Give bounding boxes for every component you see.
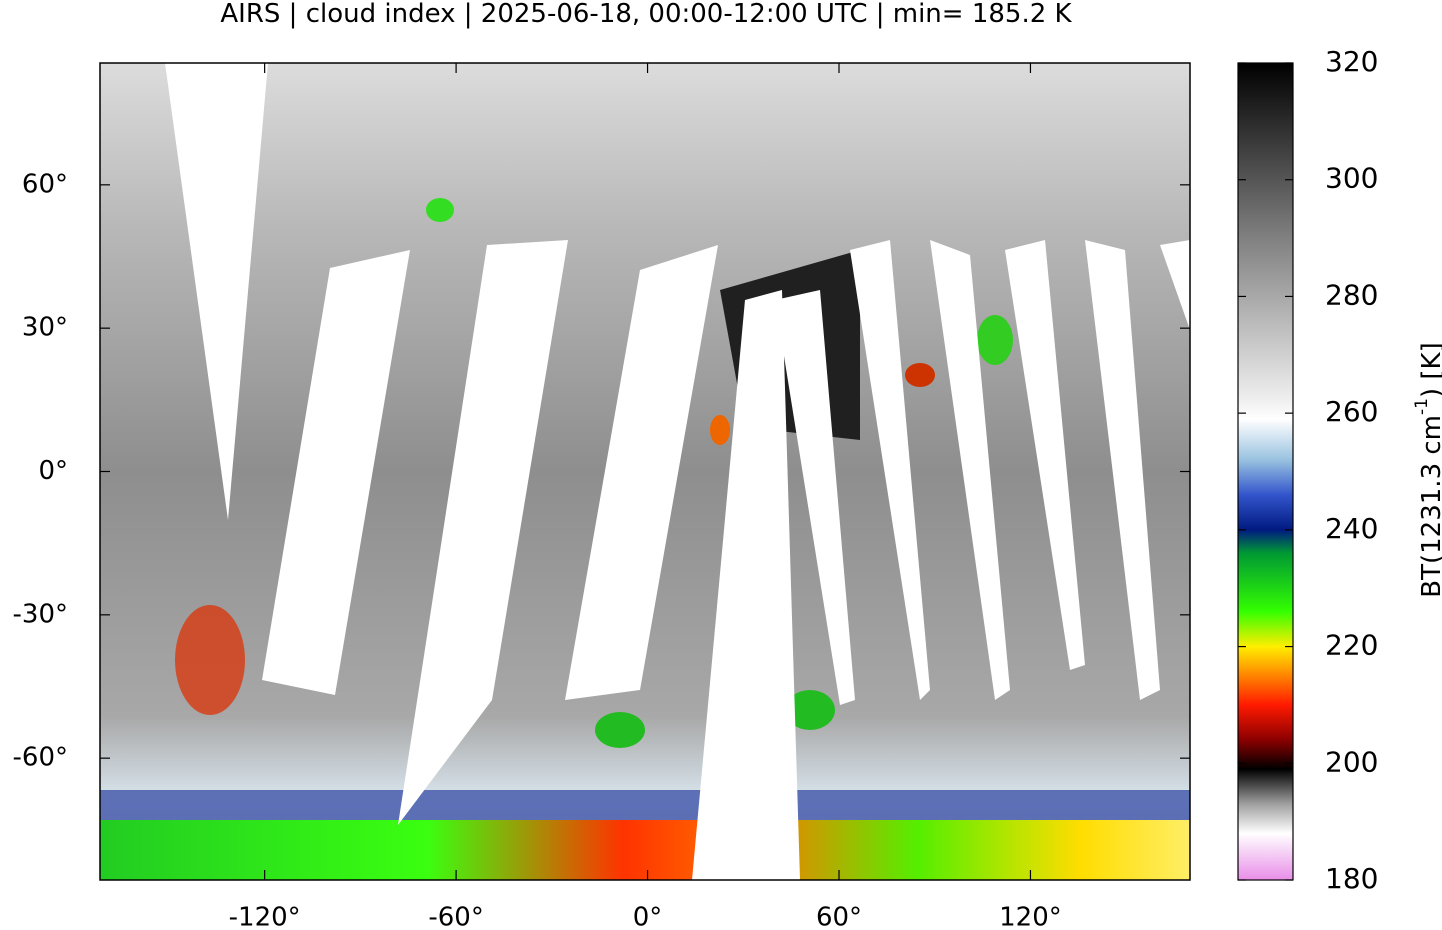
y-tick-label: -60° (13, 743, 68, 773)
colorbar-tick-label: 200 (1325, 745, 1378, 778)
colorbar-tick-label: 280 (1325, 278, 1378, 311)
x-tick-label: -60° (428, 903, 483, 930)
cloud (595, 712, 645, 748)
swath-gap (775, 290, 855, 705)
colorbar-tick-label: 300 (1325, 162, 1378, 195)
y-tick-label: 0° (38, 456, 68, 486)
x-tick-label: 60° (816, 903, 862, 930)
antarctic-clouds (100, 820, 1190, 880)
cloud (710, 415, 730, 445)
cloud (905, 363, 935, 387)
swath-gap (850, 240, 930, 700)
colorbar-label-part: BT(1231.3 cm (1417, 415, 1442, 598)
colorbar-label-part: -1 (1412, 398, 1432, 415)
chart-title: AIRS | cloud index | 2025-06-18, 00:00-1… (220, 0, 1072, 29)
swath-gap (165, 63, 268, 520)
colorbar-tick-label: 220 (1325, 629, 1378, 662)
colorbar-tick-label: 320 (1325, 45, 1378, 78)
colorbar (1237, 62, 1294, 881)
swath-gap (1160, 240, 1190, 330)
swath-gap (1005, 240, 1085, 670)
cloud (175, 605, 245, 715)
cloud (785, 690, 835, 730)
colorbar-tick-label: 260 (1325, 395, 1378, 428)
colorbar-label-part: ) [K] (1417, 342, 1442, 398)
cloud (426, 198, 454, 222)
x-tick-label: -120° (229, 903, 301, 930)
y-tick-label: -30° (13, 599, 68, 629)
cloud (977, 315, 1013, 365)
data-gaps (165, 63, 1190, 880)
swath-gap (262, 250, 410, 695)
x-tick-label: 0° (633, 903, 663, 930)
map-image (100, 63, 1190, 880)
swath-gap (398, 240, 568, 825)
colorbar-tick-label: 180 (1325, 862, 1378, 895)
swath-gap (1085, 240, 1160, 700)
swath-gap (692, 290, 800, 880)
colorbar-label: BT(1231.3 cm-1) [K] (1412, 342, 1442, 597)
colorbar-tick-label: 240 (1325, 512, 1378, 545)
swath-gap (565, 245, 718, 700)
x-tick-label: 120° (999, 903, 1062, 930)
y-tick-label: 60° (22, 169, 68, 199)
y-tick-label: 30° (22, 313, 68, 343)
swath-gap (930, 240, 1010, 700)
